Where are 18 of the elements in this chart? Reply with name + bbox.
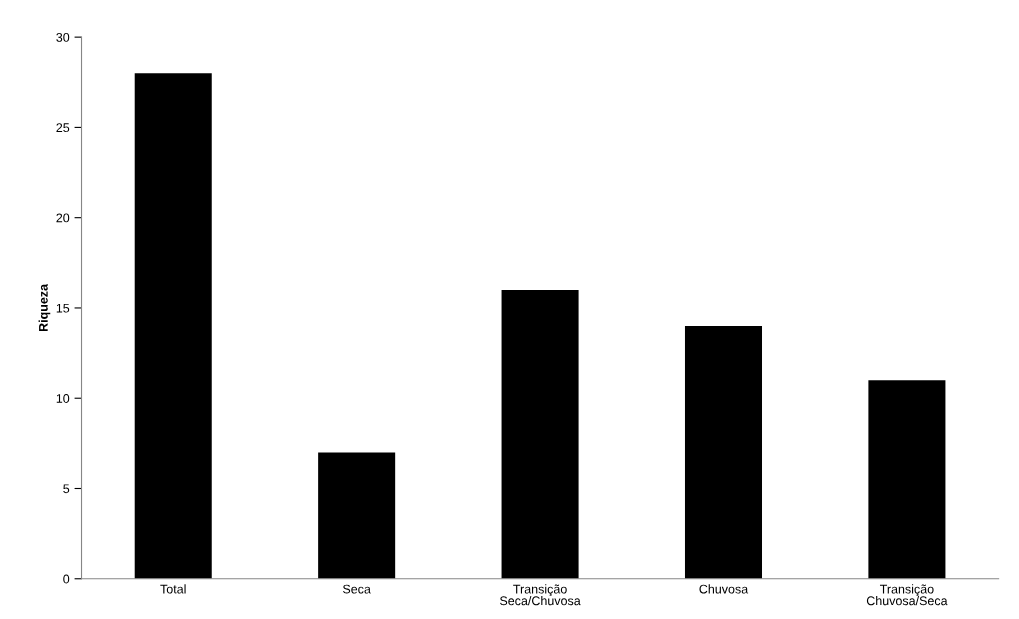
- y-tick-label: 15: [56, 303, 70, 313]
- bar: [868, 380, 946, 579]
- y-tick-label: 10: [56, 394, 70, 403]
- y-tick-label: 0: [63, 574, 70, 584]
- y-tick-label: 5: [63, 484, 70, 494]
- y-tick-label: 25: [56, 123, 70, 133]
- bar: [501, 289, 579, 579]
- y-tick-label: 20: [56, 213, 70, 223]
- bar: [318, 452, 396, 579]
- y-tick-label: 30: [56, 32, 70, 42]
- x-tick-label: Total: [160, 584, 186, 594]
- bar: [684, 326, 763, 579]
- bar: [134, 73, 212, 579]
- x-tick-label: Transição Seca/Chuvosa: [499, 584, 581, 606]
- y-axis-title: Riqueza: [38, 283, 51, 332]
- x-tick-label: Chuvosa: [699, 584, 749, 594]
- x-tick-label: Transição Chuvosa/Seca: [866, 584, 948, 606]
- x-tick-label: Seca: [342, 584, 371, 594]
